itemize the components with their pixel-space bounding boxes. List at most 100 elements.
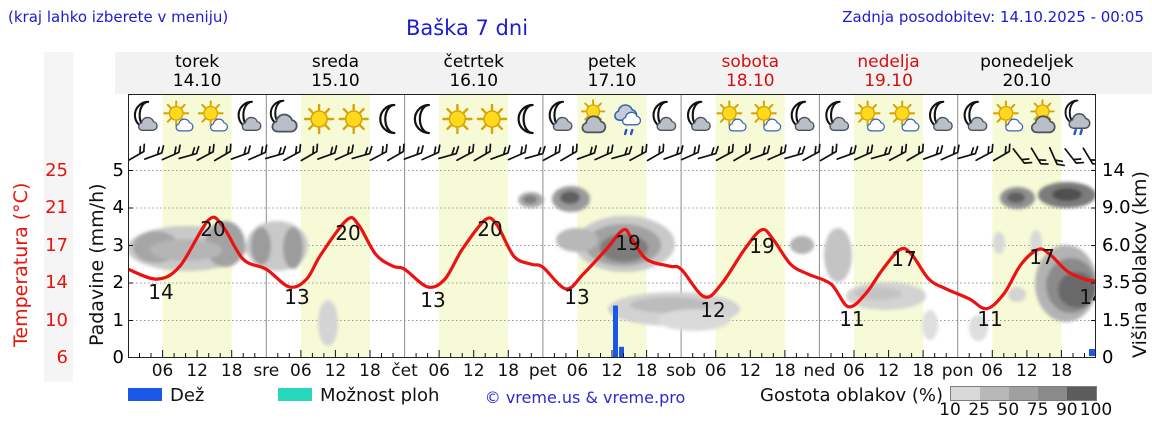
cloud-blob xyxy=(854,287,902,300)
cloud-blob xyxy=(993,232,1005,254)
tick-3: 3 xyxy=(112,234,124,256)
wind-barb xyxy=(560,143,578,162)
day-abbr-sob: sob xyxy=(666,361,697,381)
day-abbr-čet: čet xyxy=(391,361,418,381)
wind-barb xyxy=(836,145,857,160)
hour-label: 06 xyxy=(151,361,174,381)
cloud-blob xyxy=(630,297,710,313)
sun-icon xyxy=(476,103,508,135)
density-tick-100: 100 xyxy=(1079,400,1113,420)
sun-cloud-icon xyxy=(163,100,194,132)
left-axis-strip xyxy=(44,52,73,382)
temp-value-label: 11 xyxy=(977,307,1002,331)
tick-2: 2 xyxy=(112,272,124,293)
tick-6.0: 6.0 xyxy=(1102,234,1131,256)
hour-label: 12 xyxy=(877,361,900,381)
temp-value-label: 19 xyxy=(749,234,774,258)
temp-value-label: 17 xyxy=(1029,245,1054,269)
moon-cloud-icon xyxy=(652,100,677,132)
tick-3.5: 3.5 xyxy=(1102,272,1131,293)
wind-barb xyxy=(663,145,684,160)
hour-label: 06 xyxy=(290,361,312,381)
wind-barb xyxy=(715,143,735,162)
cloud-blob xyxy=(1008,287,1026,302)
temperature-curve xyxy=(128,215,1096,311)
wind-barb xyxy=(957,145,979,160)
day-name: torek xyxy=(175,52,220,72)
wind-barb xyxy=(490,145,511,160)
day-name: petek xyxy=(587,52,637,72)
hour-label: 06 xyxy=(566,361,589,381)
hour-label: 06 xyxy=(428,361,450,381)
day-abbr-pon: pon xyxy=(941,361,974,381)
day-date: 20.10 xyxy=(1002,71,1052,91)
wind-barb xyxy=(576,145,598,160)
moon-cloud-icon xyxy=(963,100,988,132)
copyright-text: © vreme.us & vreme.pro xyxy=(484,388,686,407)
sun-icon xyxy=(338,103,369,135)
meteogram-plot: 14 20 13 20 13 20 13 19 12 19 11 17 11 17 14 xyxy=(128,94,1096,358)
day-name: četrtek xyxy=(443,52,504,72)
wind-barb xyxy=(940,144,960,161)
wind-barb xyxy=(594,144,614,161)
wind-barb xyxy=(248,144,268,161)
moon-cloud-icon xyxy=(237,100,262,132)
wind-barb xyxy=(542,143,561,162)
temp-value-label: 13 xyxy=(564,285,589,309)
hour-label: 18 xyxy=(774,361,796,381)
moon-icon xyxy=(517,103,534,135)
cloud-blob xyxy=(922,310,938,340)
temp-value-label: 20 xyxy=(335,221,360,245)
day-header-petek: petek 17.10 xyxy=(542,53,682,91)
wind-barb xyxy=(1048,146,1066,167)
day-date: 14.10 xyxy=(172,71,222,91)
wind-barb xyxy=(403,145,424,160)
precip-axis-label: Padavine (mm/h) xyxy=(86,183,108,347)
moon-cloud-icon xyxy=(548,100,573,132)
sun-graycloud-icon xyxy=(1030,99,1056,134)
temp-value-label: 13 xyxy=(420,288,445,312)
wind-barb xyxy=(283,143,302,162)
wind-barb xyxy=(680,144,701,161)
moon-icon xyxy=(413,103,430,135)
temp-value-label: 12 xyxy=(700,298,725,322)
moon-cloud-icon xyxy=(133,100,158,132)
hour-label: 12 xyxy=(1016,361,1038,381)
tick-0: 0 xyxy=(1102,347,1114,368)
wind-barb xyxy=(975,143,994,162)
hour-label: 12 xyxy=(601,361,623,381)
tick-4: 4 xyxy=(112,197,124,218)
day-name: sreda xyxy=(311,52,359,72)
rain-bar xyxy=(619,346,624,358)
day-name: nedelja xyxy=(857,52,920,72)
moon-cloud-icon xyxy=(825,100,850,132)
density-tick-50: 50 xyxy=(997,400,1020,420)
showers-legend-swatch xyxy=(278,388,312,401)
hour-label: 06 xyxy=(704,361,727,381)
tick-17: 17 xyxy=(45,234,68,256)
wind-barb xyxy=(473,143,492,162)
tick-14: 14 xyxy=(1102,159,1125,181)
wind-barb xyxy=(456,143,475,162)
day-header-strip xyxy=(115,52,1152,94)
moon-cloud-icon xyxy=(686,100,711,132)
temp-value-label: 17 xyxy=(891,247,916,271)
hour-label: 18 xyxy=(912,361,934,381)
temp-value-label: 13 xyxy=(284,285,309,309)
wind-barb xyxy=(629,143,648,162)
day-header-četrtek: četrtek 16.10 xyxy=(404,53,544,91)
wind-barb xyxy=(922,145,944,160)
wind-barb xyxy=(178,145,200,160)
wind-barb xyxy=(196,143,215,162)
wind-barb xyxy=(802,143,821,162)
cloud-blob xyxy=(523,195,537,204)
sun-cloud-icon xyxy=(992,100,1024,132)
wind-barb xyxy=(438,145,460,160)
cloud-blob xyxy=(283,227,303,269)
tick-1: 1 xyxy=(112,309,124,331)
hour-label: 06 xyxy=(843,361,865,381)
rain-legend-swatch xyxy=(128,388,162,401)
cloud-blob xyxy=(969,315,988,341)
density-tick-10: 10 xyxy=(939,400,961,420)
